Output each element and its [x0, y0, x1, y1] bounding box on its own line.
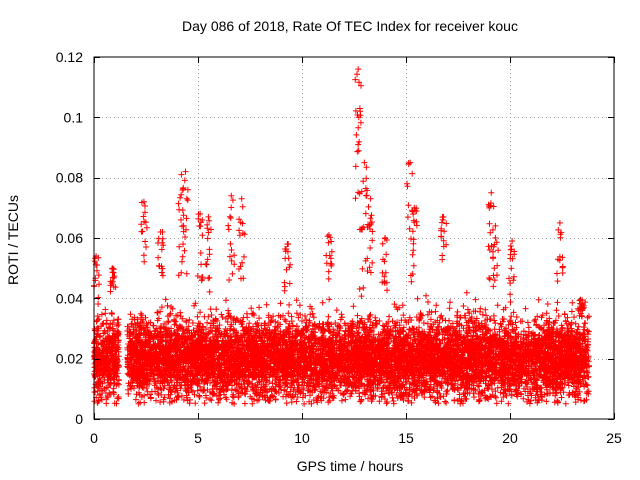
grid: [94, 57, 614, 419]
y-tick-label: 0.06: [56, 230, 83, 246]
x-tick-label: 0: [90, 430, 98, 446]
y-axis-label: ROTI / TECUs: [5, 195, 21, 285]
y-tick-label: 0.12: [56, 49, 83, 65]
chart-title: Day 086 of 2018, Rate Of TEC Index for r…: [182, 18, 518, 34]
y-tick-label: 0.02: [56, 351, 83, 367]
x-tick-label: 20: [502, 430, 518, 446]
x-tick-label: 25: [606, 430, 622, 446]
x-tick-label: 15: [398, 430, 414, 446]
x-tick-label: 10: [294, 430, 310, 446]
x-axis-label: GPS time / hours: [297, 458, 404, 474]
y-tick-label: 0.1: [64, 109, 84, 125]
roti-markers: [91, 66, 592, 407]
data-points: [91, 66, 592, 407]
x-tick-label: 5: [194, 430, 202, 446]
y-tick-label: 0.08: [56, 170, 83, 186]
y-tick-label: 0: [75, 411, 83, 427]
y-tick-label: 0.04: [56, 290, 83, 306]
axis-ticks: 0 5 10 15 20 25 0 0.02 0.04 0.06 0.08 0.1 0.12: [56, 49, 622, 446]
